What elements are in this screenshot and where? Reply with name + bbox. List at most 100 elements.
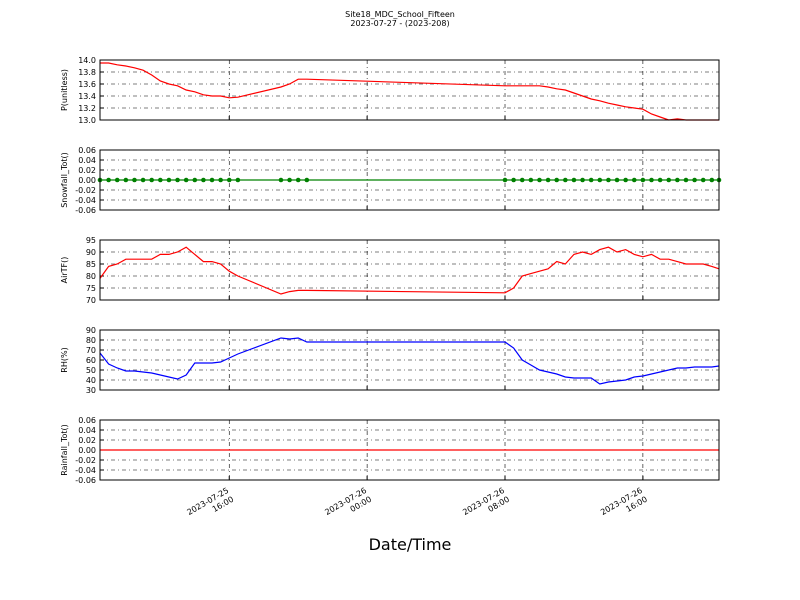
x-tick-label: 2023-07-2616:00: [599, 486, 649, 526]
data-point: [209, 177, 215, 183]
data-point: [304, 177, 310, 183]
data-point: [175, 177, 180, 183]
y-axis-label: Rainfall_Tot(): [60, 424, 69, 476]
data-point: [692, 177, 697, 183]
data-point: [554, 177, 560, 183]
data-point: [235, 177, 241, 183]
y-tick-label: 0.02: [78, 166, 96, 175]
data-point: [631, 177, 637, 183]
data-point: [192, 177, 198, 183]
y-tick-label: 80: [86, 336, 96, 345]
data-point: [218, 177, 223, 183]
y-tick-label: -0.06: [75, 476, 96, 485]
y-tick-label: 80: [86, 272, 96, 281]
x-axis-label: Date/Time: [369, 535, 452, 554]
data-point: [140, 177, 146, 183]
data-point: [537, 177, 542, 183]
y-tick-label: -0.02: [75, 456, 96, 465]
data-point: [545, 177, 551, 183]
data-point: [640, 177, 646, 183]
y-axis-label: AirTF(): [60, 257, 69, 284]
y-tick-label: 50: [86, 366, 96, 375]
plot-area: [100, 240, 719, 300]
data-point: [183, 177, 189, 183]
data-point: [106, 177, 111, 183]
data-point: [675, 177, 680, 183]
data-point: [149, 177, 155, 183]
data-point: [649, 177, 654, 183]
y-tick-label: 75: [86, 284, 96, 293]
data-point: [597, 177, 603, 183]
data-point: [666, 177, 672, 183]
data-point: [158, 177, 163, 183]
data-point: [700, 177, 706, 183]
data-point: [132, 177, 137, 183]
y-tick-label: 95: [86, 236, 96, 245]
y-tick-label: 13.8: [78, 68, 96, 77]
y-tick-label: 60: [86, 356, 96, 365]
data-point: [528, 177, 534, 183]
figure-subtitle: 2023-07-27 - (2023-208): [350, 19, 449, 28]
x-tick-label: 2023-07-2600:00: [323, 486, 373, 526]
figure-title: Site18_MDC_School_Fifteen: [345, 10, 455, 19]
plot-area: [100, 60, 719, 120]
data-point: [519, 177, 525, 183]
plot-frame: [99, 149, 720, 211]
y-tick-label: -0.04: [75, 466, 96, 475]
y-tick-label: 0.02: [78, 436, 96, 445]
plot-frame: [99, 419, 720, 481]
y-tick-label: 0.06: [78, 146, 96, 155]
data-point: [295, 177, 301, 183]
data-point: [606, 177, 611, 183]
data-point: [657, 177, 663, 183]
y-tick-label: 0.04: [78, 156, 96, 165]
y-tick-label: 85: [86, 260, 96, 269]
data-line: [99, 337, 720, 385]
data-point: [278, 177, 284, 183]
x-tick-label: 2023-07-2608:00: [461, 486, 511, 526]
y-tick-label: -0.02: [75, 186, 96, 195]
y-tick-label: 0.06: [78, 416, 96, 425]
y-tick-label: -0.06: [75, 206, 96, 215]
y-tick-label: 30: [86, 386, 96, 395]
y-axis-label: Snowfall_Tot(): [60, 152, 69, 208]
y-tick-label: 14.0: [78, 56, 96, 65]
plot-frame: [99, 329, 720, 391]
y-tick-label: 13.6: [78, 80, 96, 89]
y-tick-label: 70: [86, 296, 96, 305]
y-tick-label: 0.00: [78, 446, 96, 455]
y-tick-label: 0.04: [78, 426, 96, 435]
plot-frame: [99, 59, 720, 121]
data-point: [571, 177, 577, 183]
y-tick-label: 0.00: [78, 176, 96, 185]
data-line: [99, 246, 720, 295]
y-tick-label: 90: [86, 248, 96, 257]
y-tick-label: 13.4: [78, 92, 96, 101]
y-axis-label: RH(%): [60, 347, 69, 372]
x-tick-label: 2023-07-2516:00: [185, 486, 235, 526]
data-point: [287, 177, 292, 183]
data-point: [502, 177, 508, 183]
y-axis-label: P(unitless): [60, 69, 69, 111]
y-tick-label: 13.2: [78, 104, 96, 113]
plot-frame: [99, 239, 720, 301]
data-point: [226, 177, 232, 183]
y-tick-label: -0.04: [75, 196, 96, 205]
data-point: [623, 177, 628, 183]
y-tick-label: 40: [86, 376, 96, 385]
data-point: [563, 177, 568, 183]
data-point: [588, 177, 594, 183]
data-point: [709, 177, 715, 183]
data-point: [166, 177, 172, 183]
data-point: [580, 177, 585, 183]
data-point: [123, 177, 129, 183]
y-tick-label: 13.0: [78, 116, 96, 125]
data-point: [683, 177, 689, 183]
data-point: [614, 177, 620, 183]
data-point: [114, 177, 120, 183]
data-point: [201, 177, 206, 183]
y-tick-label: 70: [86, 346, 96, 355]
y-tick-label: 90: [86, 326, 96, 335]
data-point: [511, 177, 516, 183]
